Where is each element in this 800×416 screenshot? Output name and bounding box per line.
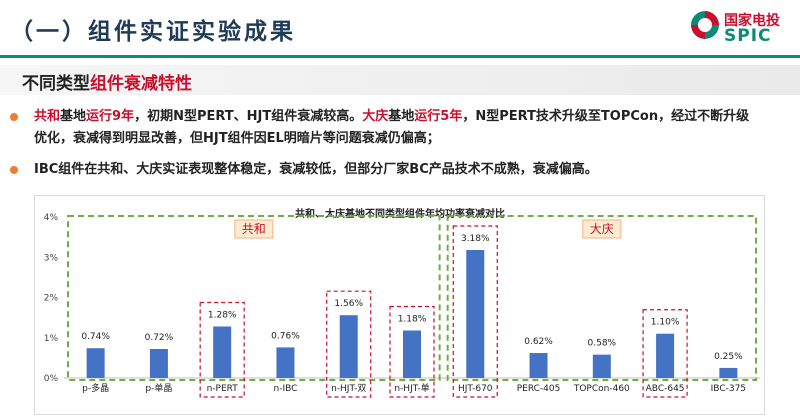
chart-title: 共和、大庆基地不同类型组件年均功率衰减对比: [295, 209, 505, 220]
data-label: 0.58%: [588, 339, 617, 349]
category-label: p-单晶: [145, 382, 172, 394]
bullet-run: 基地: [60, 109, 87, 124]
logo-english-name: SPIC: [724, 26, 772, 46]
category-label: ABC-645: [646, 384, 685, 394]
category-label: n-HJT-双: [331, 383, 366, 394]
title-underline: [0, 55, 800, 58]
highlight-box: [326, 290, 372, 398]
highlight-box: [642, 309, 688, 398]
data-label: 0.74%: [81, 332, 110, 342]
spic-logo-mark-icon: [691, 11, 719, 39]
group-label: 大庆: [590, 222, 614, 236]
category-label: n-IBC: [274, 384, 298, 394]
category-label: IBC-375: [711, 384, 746, 394]
bullet-2-text: IBC组件在共和、大庆实证表现整体稳定，衰减较低，但部分厂家BC产品技术不成熟，…: [34, 162, 598, 177]
bar: [403, 330, 421, 378]
bullet-run: 运行5年: [414, 109, 463, 124]
bar: [149, 349, 168, 378]
bullet-2: IBC组件在共和、大庆实证表现整体稳定，衰减较低，但部分厂家BC产品技术不成熟，…: [10, 159, 784, 181]
data-label: 0.62%: [524, 337, 553, 347]
data-label: 1.10%: [651, 318, 680, 328]
bullet-dot: [10, 166, 18, 174]
bullet-1: 共和基地运行9年，初期N型PERT、HJT组件衰减较高。大庆基地运行5年，N型P…: [10, 106, 784, 150]
subheading: 不同类型组件衰减特性: [22, 69, 192, 94]
group-box: [446, 215, 757, 381]
highlight-box: [199, 301, 245, 398]
bullet-run: ，N型PERT技术升级至TOPCon，经过不断升级: [462, 109, 750, 124]
data-label: 3.18%: [461, 234, 490, 244]
bullet-run: 大庆: [362, 109, 389, 124]
subheading-band: [0, 65, 800, 95]
bar: [592, 354, 611, 378]
bullet-run: 基地: [388, 109, 415, 124]
category-label: p-多晶: [82, 382, 109, 394]
bullet-run: ，初期N型PERT、HJT组件衰减较高。: [134, 109, 363, 124]
bullet-1-line-1: 共和基地运行9年，初期N型PERT、HJT组件衰减较高。大庆基地运行5年，N型P…: [34, 106, 784, 128]
data-label: 0.72%: [145, 333, 174, 343]
y-tick-label: 3%: [44, 253, 59, 263]
group-label-box: [234, 219, 274, 239]
data-label: 0.76%: [271, 331, 300, 341]
bar: [276, 347, 295, 378]
bullet-dot: [10, 113, 18, 121]
bar: [213, 326, 232, 378]
y-tick-label: 2%: [44, 294, 59, 304]
bar: [466, 250, 485, 378]
data-label: 0.25%: [714, 352, 743, 362]
highlight-box: [389, 305, 435, 398]
category-label: HJT-670: [458, 384, 493, 394]
bar: [719, 367, 738, 378]
bar: [339, 315, 358, 378]
bar: [656, 333, 675, 378]
bullet-run: 共和: [34, 109, 61, 124]
highlight-box: [452, 225, 498, 398]
bullet-1-line-2: 优化，衰减得到明显改善，但HJT组件因EL明暗片等问题衰减仍偏高；: [34, 131, 440, 146]
data-label: 1.56%: [334, 299, 363, 309]
bullet-run: 运行9年: [86, 109, 135, 124]
group-box: [67, 215, 441, 381]
bar: [529, 353, 548, 378]
bar: [86, 348, 105, 378]
y-tick-label: 0%: [44, 374, 59, 384]
category-label: n-PERT: [207, 384, 239, 394]
page-title: （一）组件实证实验成果: [10, 19, 296, 45]
subheading-prefix: 不同类型: [22, 74, 90, 94]
group-label-box: [582, 219, 622, 239]
category-label: TOPCon-460: [573, 384, 630, 394]
subheading-highlight: 组件衰减特性: [90, 74, 192, 94]
data-label: 1.28%: [208, 310, 237, 320]
group-label: 共和: [242, 222, 266, 236]
y-tick-label: 1%: [44, 334, 59, 344]
logo-chinese-name: 国家电投: [724, 13, 780, 29]
category-label: n-HJT-单: [394, 382, 429, 394]
data-label: 1.18%: [398, 315, 427, 325]
y-tick-label: 4%: [44, 213, 59, 223]
spic-logo: 国家电投 SPIC: [688, 6, 796, 48]
category-label: PERC-405: [517, 384, 561, 394]
